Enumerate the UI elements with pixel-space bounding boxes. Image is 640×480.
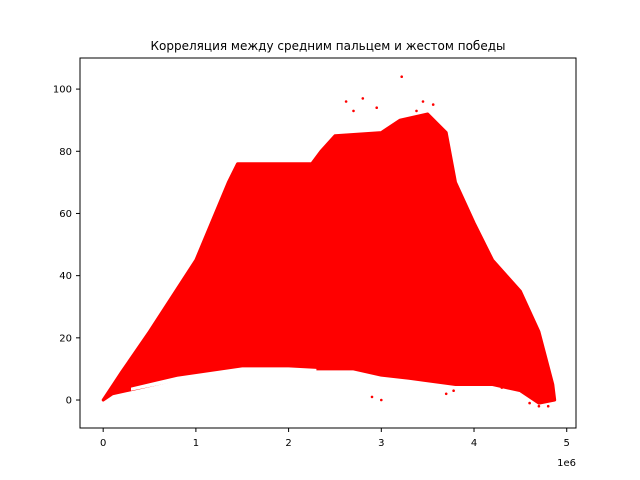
scatter-point xyxy=(444,392,448,396)
scatter-point xyxy=(380,398,383,402)
x-tick-label: 2 xyxy=(285,438,291,449)
scatter-point xyxy=(452,389,455,393)
x-tick-label: 3 xyxy=(378,438,384,449)
x-tick-label: 4 xyxy=(471,438,477,449)
scatter-point xyxy=(361,97,365,100)
scatter-main-cluster xyxy=(101,112,557,405)
scatter-point xyxy=(370,395,374,399)
scatter-point xyxy=(375,106,379,109)
y-tick-label: 80 xyxy=(59,147,72,158)
scatter-point xyxy=(415,109,418,113)
plot-layer xyxy=(101,75,557,408)
axes-frame xyxy=(79,57,577,429)
y-tick-label: 20 xyxy=(59,333,72,344)
scatter-point xyxy=(551,392,555,396)
scatter-point xyxy=(352,109,355,113)
y-tick-label: 0 xyxy=(66,396,72,407)
scatter-point xyxy=(500,386,504,389)
scatter-point xyxy=(431,103,435,106)
scatter-gap-band xyxy=(131,367,317,391)
y-axis: 0 20 40 60 80 100 xyxy=(53,85,80,407)
x-tick-label: 1 xyxy=(193,438,199,449)
scatter-point xyxy=(344,100,348,103)
scatter-point xyxy=(537,404,541,408)
scatter-point xyxy=(400,75,404,78)
x-offset-label: 1e6 xyxy=(557,458,576,469)
y-tick-label: 40 xyxy=(59,271,72,282)
x-tick-label: 5 xyxy=(564,438,570,449)
y-tick-label: 100 xyxy=(53,85,72,96)
x-axis: 0 1 2 3 4 5 xyxy=(100,428,570,449)
scatter-point xyxy=(435,380,439,383)
scatter-point xyxy=(546,404,550,408)
chart-title: Корреляция между средним пальцем и жесто… xyxy=(151,39,506,53)
scatter-point xyxy=(421,100,425,103)
y-tick-label: 60 xyxy=(59,209,72,220)
x-tick-label: 0 xyxy=(100,438,106,449)
scatter-point xyxy=(528,401,531,405)
